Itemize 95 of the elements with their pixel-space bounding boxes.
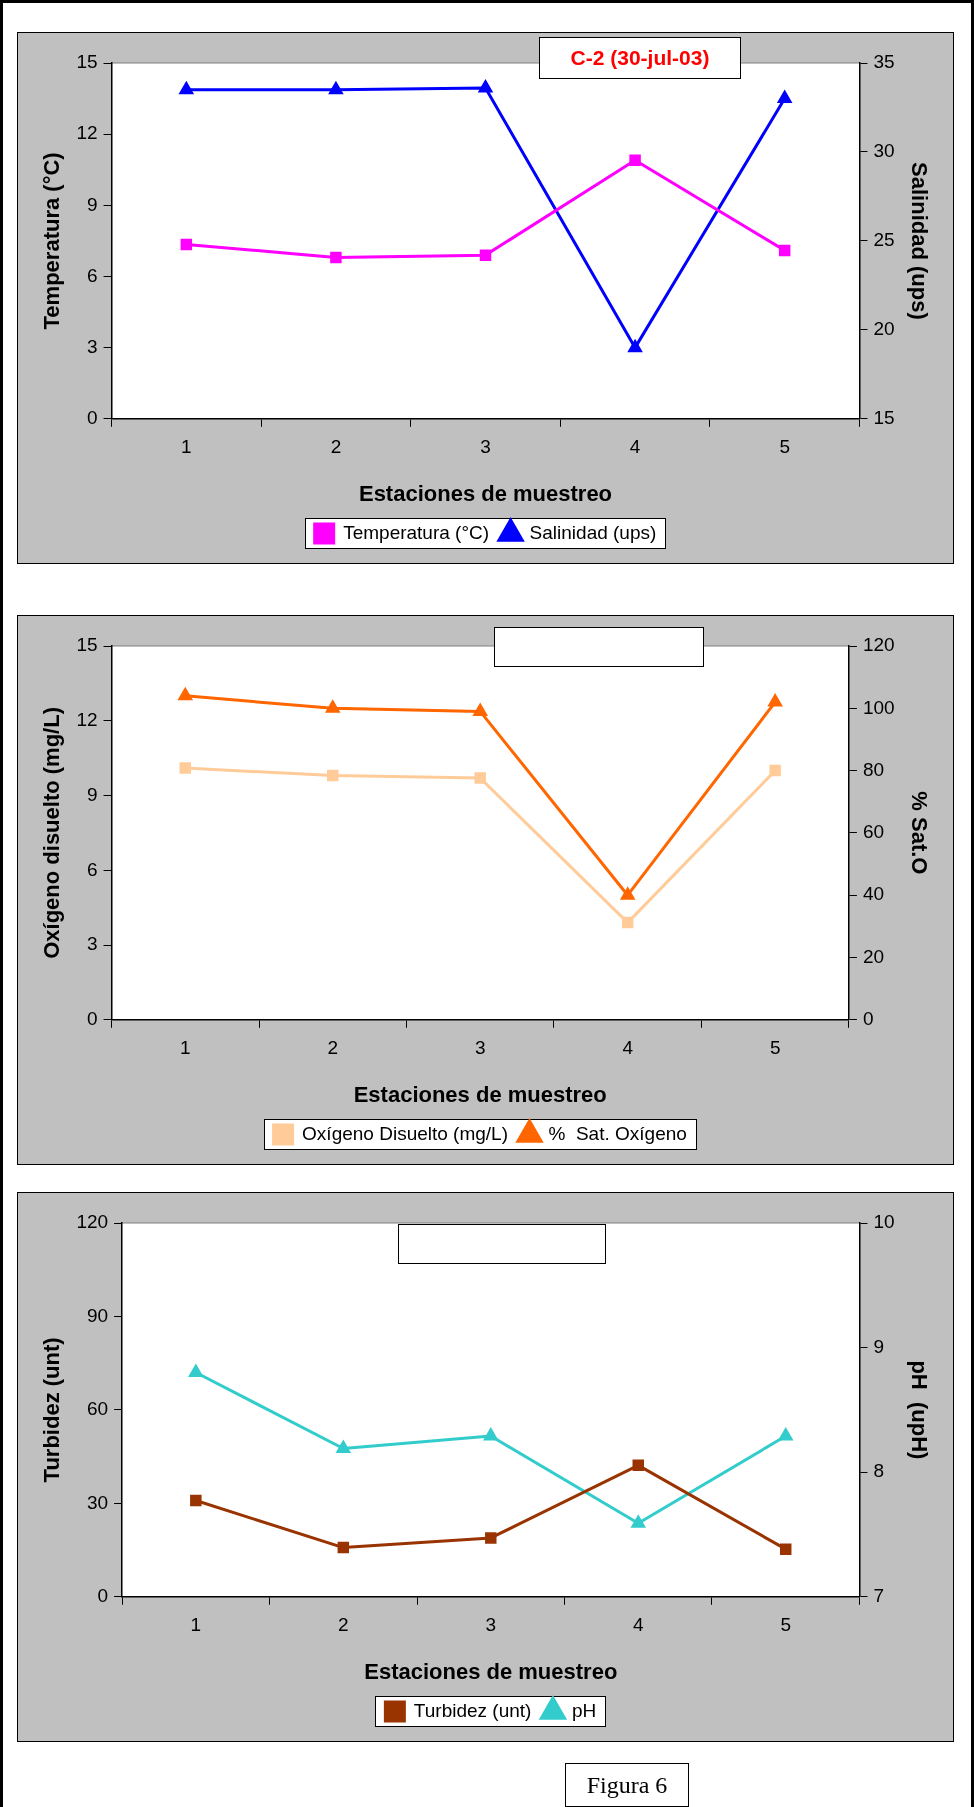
y2-tick-label: 80 <box>862 758 885 780</box>
point <box>779 1428 793 1441</box>
point <box>330 251 342 264</box>
y-tick-label: 0 <box>86 1008 98 1030</box>
point <box>326 700 340 713</box>
y2-tick-label: 100 <box>862 696 895 718</box>
y-tick-label: 15 <box>76 51 98 73</box>
y-axis-title: Oxígeno disuelto (mg/L) <box>39 707 65 959</box>
x-tick-label: 3 <box>474 1037 486 1059</box>
y2-tick-label: 20 <box>862 945 885 967</box>
point <box>180 238 193 251</box>
x-tick-label: 1 <box>181 436 192 458</box>
x-tick-label: 5 <box>769 1037 781 1059</box>
x-tick-label: 1 <box>190 1614 202 1636</box>
y-tick-label: 9 <box>86 193 98 215</box>
y-tick-label: 90 <box>86 1304 109 1326</box>
legend-label: pH <box>571 1699 597 1721</box>
legend-label: Temperatura (°C) <box>343 521 490 543</box>
y2-tick-label: 30 <box>873 140 895 162</box>
x-tick-label: 4 <box>632 1614 644 1636</box>
x-tick-label: 4 <box>622 1037 634 1059</box>
point <box>779 1543 792 1555</box>
x-tick-label: 2 <box>338 1614 349 1636</box>
x-tick-label: 3 <box>485 1614 497 1636</box>
y2-tick-label: 7 <box>873 1585 885 1607</box>
y-tick-label: 3 <box>86 335 98 357</box>
x-tick-label: 5 <box>779 436 790 458</box>
x-tick-label: 3 <box>480 436 491 458</box>
y2-tick-label: 15 <box>873 407 895 429</box>
x-tick-label: 2 <box>327 1037 339 1059</box>
x-axis-title: Estaciones de muestreo <box>364 1658 618 1684</box>
point <box>621 916 634 929</box>
y-tick-label: 0 <box>86 407 98 429</box>
point <box>632 1459 644 1472</box>
x-tick-label: 2 <box>330 436 342 458</box>
y2-tick-label: 60 <box>862 821 885 843</box>
point <box>473 703 487 716</box>
y-tick-label: 9 <box>86 783 98 805</box>
point <box>769 764 781 777</box>
y-tick-label: 0 <box>97 1585 109 1607</box>
chart-title: C-2 (30-jul-03) <box>539 37 741 79</box>
point <box>777 91 792 104</box>
y-tick-label: 30 <box>86 1491 109 1513</box>
y-tick-label: 120 <box>76 1211 109 1233</box>
y-tick-label: 12 <box>76 708 98 730</box>
point <box>478 80 493 93</box>
x-tick-label: 5 <box>780 1614 792 1636</box>
y-tick-label: 60 <box>86 1398 109 1420</box>
x-tick-label: 4 <box>629 436 641 458</box>
y-tick-label: 6 <box>86 858 98 880</box>
y2-tick-label: 25 <box>873 229 895 251</box>
point <box>337 1541 350 1554</box>
y-tick-label: 3 <box>86 933 98 955</box>
y2-tick-label: 20 <box>873 318 895 340</box>
point <box>474 772 486 784</box>
point <box>189 1365 203 1378</box>
point <box>178 688 192 701</box>
x-axis-title: Estaciones de muestreo <box>353 1081 607 1107</box>
y2-tick-label: 35 <box>873 51 895 73</box>
x-tick-label: 1 <box>179 1037 191 1059</box>
point <box>336 1441 351 1454</box>
point <box>629 154 641 166</box>
point <box>179 82 194 95</box>
point <box>329 82 343 95</box>
y2-tick-label: 40 <box>862 883 885 905</box>
y-axis-title: Temperatura (°C) <box>39 152 65 330</box>
point <box>484 1428 498 1441</box>
text: Figura 6 <box>565 1763 689 1807</box>
point <box>179 762 192 774</box>
legend-label: Oxígeno Disuelto (mg/L) <box>302 1122 508 1144</box>
legend-label: Turbidez (unt) <box>413 1699 532 1721</box>
y2-axis-title: pH (upH) <box>906 1360 932 1460</box>
legend-label: Salinidad (ups) <box>529 521 657 543</box>
point <box>628 340 642 353</box>
point <box>485 1532 497 1544</box>
y-tick-label: 12 <box>76 122 98 144</box>
y2-axis-title: Salinidad (ups) <box>906 162 932 320</box>
point <box>768 694 782 707</box>
y-tick-label: 6 <box>86 264 98 286</box>
y2-tick-label: 10 <box>873 1211 895 1233</box>
point <box>190 1494 202 1507</box>
legend-label: % Sat. Oxígeno <box>548 1122 687 1144</box>
y-tick-label: 15 <box>76 634 98 656</box>
y2-tick-label: 0 <box>862 1008 874 1030</box>
x-axis-title: Estaciones de muestreo <box>358 480 613 506</box>
point <box>620 887 635 900</box>
point <box>631 1515 645 1528</box>
y2-tick-label: 9 <box>873 1335 885 1357</box>
y2-tick-label: 120 <box>862 634 895 656</box>
y2-axis-title: % Sat.O <box>906 791 932 875</box>
point <box>778 244 791 257</box>
y-axis-title: Turbidez (unt) <box>39 1337 65 1483</box>
point <box>479 249 492 261</box>
y2-tick-label: 8 <box>873 1460 885 1482</box>
point <box>327 769 339 782</box>
